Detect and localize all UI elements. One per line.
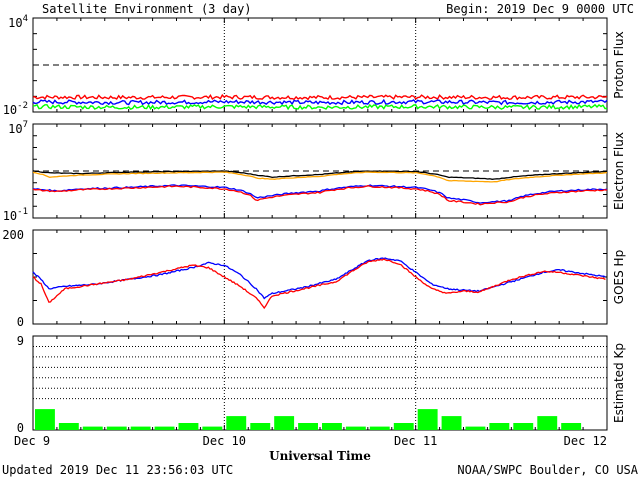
electron-ytick-top-exponent: 7 [23, 120, 28, 130]
kp-bar [250, 423, 271, 430]
x-label-day: Dec 12 [564, 434, 607, 448]
kp-bar [106, 426, 127, 430]
electron-ytick-top-base: 10 [8, 122, 22, 136]
kp-bar [537, 416, 558, 430]
kp-bar [465, 426, 486, 430]
electron-series-blue [32, 184, 608, 204]
proton-ytick-top-base: 10 [8, 16, 22, 30]
proton-series-red [32, 93, 608, 101]
kp-bar [178, 423, 199, 430]
kp-bar [489, 423, 510, 430]
proton-series-blue [32, 98, 608, 106]
electron-flux-ylabel: Electron Flux [612, 132, 626, 210]
proton-ytick-bottom-exponent: -2 [17, 101, 28, 111]
kp-ylabel: Estimated Kp [612, 343, 626, 423]
kp-bar [130, 426, 151, 430]
kp-bar [226, 416, 247, 430]
kp-bar [322, 423, 342, 430]
goes-hp-ylabel: GOES Hp [612, 250, 626, 304]
electron-ytick-bottom: 10-1 [3, 207, 28, 223]
kp-bar [393, 423, 414, 430]
kp-bar [441, 416, 462, 430]
proton-flux-ylabel: Proton Flux [612, 31, 626, 98]
x-axis-title: Universal Time [269, 449, 371, 463]
electron-ytick-bottom-base: 10 [3, 209, 17, 223]
proton-ytick-bottom: 10-2 [3, 101, 28, 117]
goes-ytick-bottom: 0 [17, 315, 24, 329]
begin-label: Begin: 2019 Dec 9 0000 UTC [446, 2, 634, 16]
kp-bar [298, 423, 318, 430]
panel-frame-1 [32, 123, 608, 219]
kp-ytick-top: 9 [17, 334, 24, 348]
proton-ytick-top-exponent: 4 [23, 14, 28, 24]
electron-ytick-bottom-exponent: -1 [17, 207, 28, 217]
kp-bar [561, 423, 582, 430]
kp-bar [58, 423, 79, 430]
kp-bar [417, 409, 438, 430]
goes-series-red [32, 258, 606, 310]
kp-bar [202, 426, 223, 430]
kp-bar [345, 426, 366, 430]
electron-series-red [32, 185, 608, 206]
updated-label: Updated 2019 Dec 11 23:56:03 UTC [2, 463, 233, 477]
x-label-day: Dec 9 [14, 434, 50, 448]
panel-frame-3 [32, 335, 608, 431]
proton-ytick-bottom-base: 10 [3, 103, 17, 117]
kp-bar [35, 409, 55, 430]
proton-ytick-top: 104 [8, 14, 28, 30]
kp-bar [369, 426, 390, 430]
x-label-day: Dec 11 [394, 434, 437, 448]
electron-series-orange [32, 171, 608, 183]
credit-label: NOAA/SWPC Boulder, CO USA [457, 463, 638, 477]
kp-bar [513, 423, 534, 430]
electron-series-black [32, 170, 608, 180]
kp-bar [82, 426, 103, 430]
proton-series-green [33, 103, 607, 111]
kp-bar [154, 426, 175, 430]
electron-ytick-top: 107 [8, 120, 28, 136]
x-label-day: Dec 10 [203, 434, 246, 448]
goes-series-blue [32, 257, 606, 300]
chart-title: Satellite Environment (3 day) [42, 2, 252, 16]
kp-bar [274, 416, 295, 430]
kp-ytick-bottom: 0 [17, 421, 24, 435]
goes-ytick-top: 200 [2, 228, 24, 242]
